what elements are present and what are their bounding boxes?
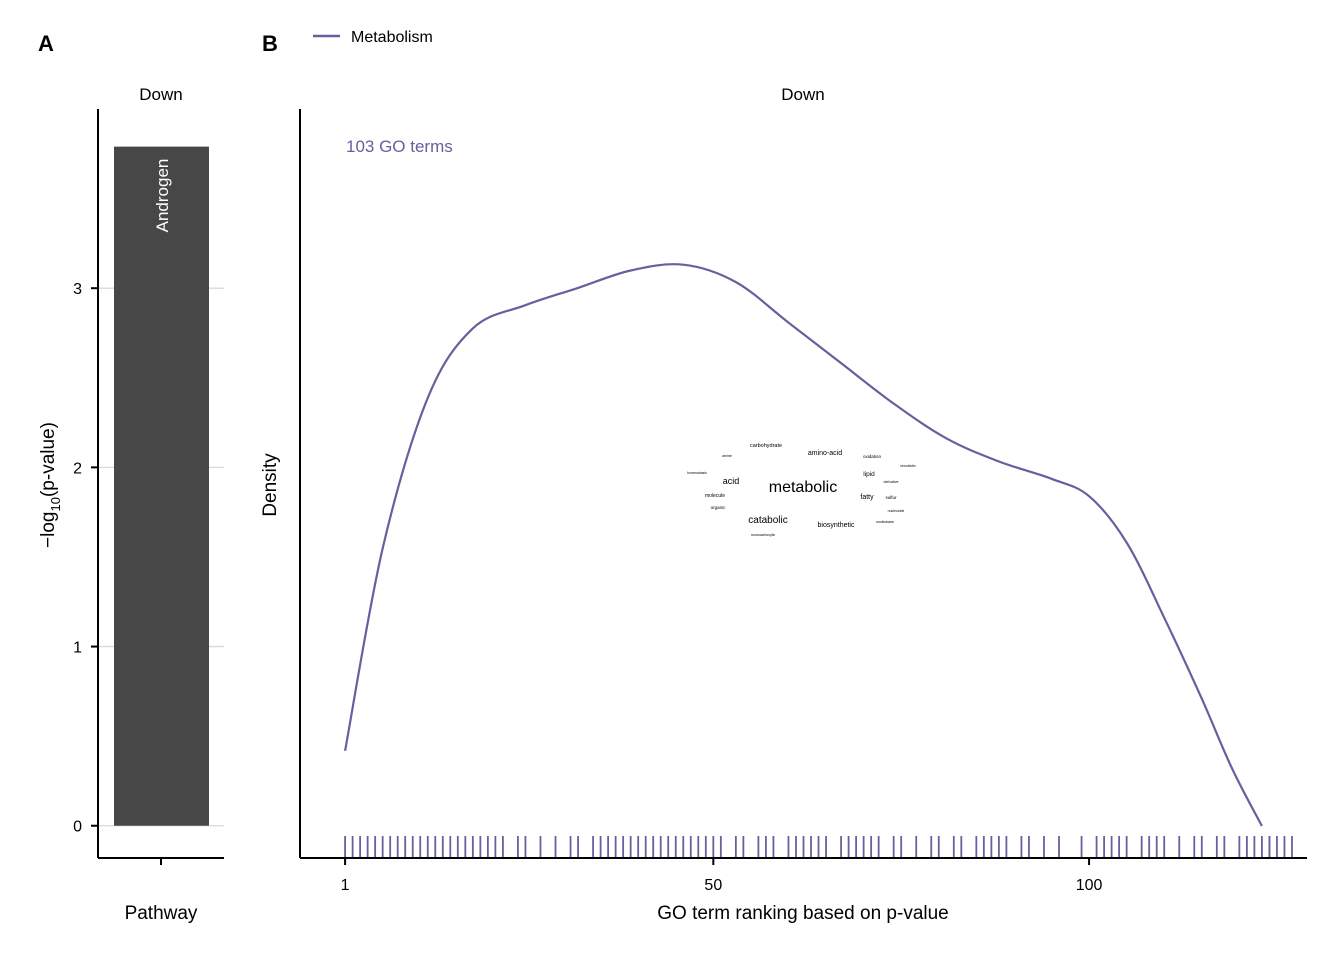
word-cloud-term: nucleobase [876, 520, 894, 524]
panel-a-y-tick-label: 3 [73, 281, 82, 298]
word-cloud-term: lipid [863, 471, 875, 478]
y-title-subscript: 10 [48, 497, 63, 511]
word-cloud-term: sulfur [885, 495, 897, 500]
panel-b-x-tick-label: 100 [1076, 877, 1103, 894]
word-cloud-term: organic [711, 505, 727, 510]
panel-b-letter: B [262, 31, 278, 56]
panel-a-y-axis-title: −log10(p-value) [38, 422, 63, 548]
word-cloud-term: nucleoside [888, 509, 905, 513]
word-cloud: metabolic catabolic acid biosynthetic amino-… [687, 443, 916, 537]
word-cloud-term: metabolic [769, 479, 837, 496]
word-cloud-term: homeostasis [687, 471, 707, 475]
panel-a-bars: Androgen [114, 146, 209, 826]
panel-a-y-tick-label: 1 [73, 640, 82, 657]
panel-b-x-ticks: 1 50 100 [341, 858, 1103, 894]
bar-androgen [114, 146, 209, 826]
y-title-main: −log [38, 512, 59, 548]
y-title-tail: (p-value) [38, 422, 59, 497]
panel-b-y-axis-title: Density [260, 453, 281, 517]
panel-a-y-tick-label: 2 [73, 460, 82, 477]
word-cloud-term: molecule [705, 493, 725, 499]
panel-a-y-tick-label: 0 [73, 819, 82, 836]
word-cloud-term: carbohydrate [750, 443, 782, 449]
word-cloud-term: acid [723, 476, 740, 486]
panel-b-strip-title: Down [781, 85, 824, 104]
panel-b-x-tick-label: 50 [704, 877, 722, 894]
word-cloud-term: fatty [860, 494, 874, 501]
word-cloud-term: monocarboxylic [751, 533, 776, 537]
panel-b-density-chart: Metabolism Down 103 GO terms metabolic ca… [260, 29, 1307, 924]
panel-a-x-axis-title: Pathway [125, 903, 198, 924]
word-cloud-term: derivative [884, 480, 899, 484]
legend-label-metabolism: Metabolism [351, 29, 433, 46]
word-cloud-term: oxidation [863, 454, 882, 459]
go-term-count-annotation: 103 GO terms [346, 137, 453, 156]
word-cloud-term: amino-acid [808, 450, 842, 457]
bar-label-androgen: Androgen [153, 159, 172, 233]
word-cloud-term: amine [722, 454, 732, 458]
rug-marks [344, 836, 1293, 857]
panel-a-letter: A [38, 31, 54, 56]
panel-a-y-ticks: 0 1 2 3 [73, 281, 98, 836]
panel-a-strip-title: Down [139, 85, 182, 104]
word-cloud-term: catabolic [748, 515, 787, 526]
panel-b-x-tick-label: 1 [341, 877, 350, 894]
word-cloud-term: biosynthetic [818, 522, 855, 529]
word-cloud-term: xenobiotic [900, 464, 916, 468]
panel-b-x-axis-title: GO term ranking based on p-value [657, 903, 949, 924]
density-curve-metabolism [344, 263, 1263, 827]
panel-a-bar-chart: Down Androgen 0 1 2 3 Pathway −log10(p-valu… [38, 85, 224, 924]
